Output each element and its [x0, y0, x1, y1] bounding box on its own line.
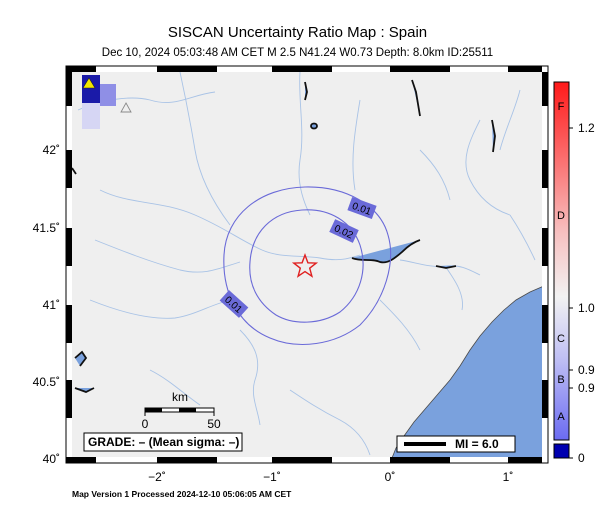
reservoirs — [72, 79, 496, 393]
svg-text:0.9: 0.9 — [578, 363, 595, 377]
mi-legend: MI = 6.0 — [396, 435, 516, 453]
svg-text:1˚: 1˚ — [503, 470, 514, 484]
grid-cell-low — [82, 103, 100, 129]
svg-text:B: B — [557, 374, 564, 386]
svg-text:41˚: 41˚ — [43, 298, 60, 312]
svg-text:41.5˚: 41.5˚ — [33, 221, 60, 235]
event-info: Dec 10, 2024 05:03:48 AM CET M 2.5 N41.2… — [101, 47, 494, 59]
lon-labels: −2˚ −1˚ 0˚ 1˚ — [148, 470, 513, 484]
rivers — [77, 72, 536, 456]
svg-text:40.5˚: 40.5˚ — [33, 375, 60, 389]
station-triangle — [120, 102, 132, 113]
scale-bar: km 0 50 — [142, 390, 221, 431]
svg-text:0.9: 0.9 — [578, 381, 595, 395]
map-title: SISCAN Uncertainty Ratio Map : Spain — [167, 24, 428, 41]
colorbar: F D C B A 1.2 1.0 0.9 0.9 0 — [553, 81, 595, 465]
svg-text:GRADE: – (Mean sigma: –): GRADE: – (Mean sigma: –) — [88, 435, 239, 449]
frame-ticks — [66, 66, 548, 463]
svg-text:0: 0 — [578, 451, 585, 465]
svg-text:D: D — [557, 210, 565, 222]
epicenter-star-icon — [291, 252, 319, 278]
grid-cell-high — [82, 75, 100, 103]
svg-text:0˚: 0˚ — [385, 470, 396, 484]
mediterranean-sea — [391, 286, 542, 457]
svg-text:42˚: 42˚ — [43, 143, 60, 157]
svg-text:C: C — [557, 333, 565, 345]
grid-cell-mid — [100, 84, 116, 106]
lat-labels: 42˚ 41.5˚ 41˚ 40.5˚ 40˚ — [33, 143, 60, 466]
svg-text:40˚: 40˚ — [43, 452, 60, 466]
svg-text:0: 0 — [142, 417, 149, 431]
processing-info: Map Version 1 Processed 2024-12-10 05:06… — [72, 489, 292, 499]
station-triangle-yellow — [82, 77, 96, 89]
svg-text:F: F — [558, 101, 565, 113]
svg-text:MI = 6.0: MI = 6.0 — [455, 437, 499, 451]
uncertainty-contours — [223, 186, 392, 345]
svg-text:−2˚: −2˚ — [148, 470, 166, 484]
grade-box: GRADE: – (Mean sigma: –) — [83, 432, 243, 452]
svg-text:1.0: 1.0 — [578, 301, 595, 315]
svg-text:km: km — [172, 390, 188, 404]
svg-text:A: A — [557, 411, 565, 423]
svg-text:50: 50 — [207, 417, 221, 431]
svg-text:1.2: 1.2 — [578, 121, 595, 135]
svg-text:−1˚: −1˚ — [263, 470, 281, 484]
